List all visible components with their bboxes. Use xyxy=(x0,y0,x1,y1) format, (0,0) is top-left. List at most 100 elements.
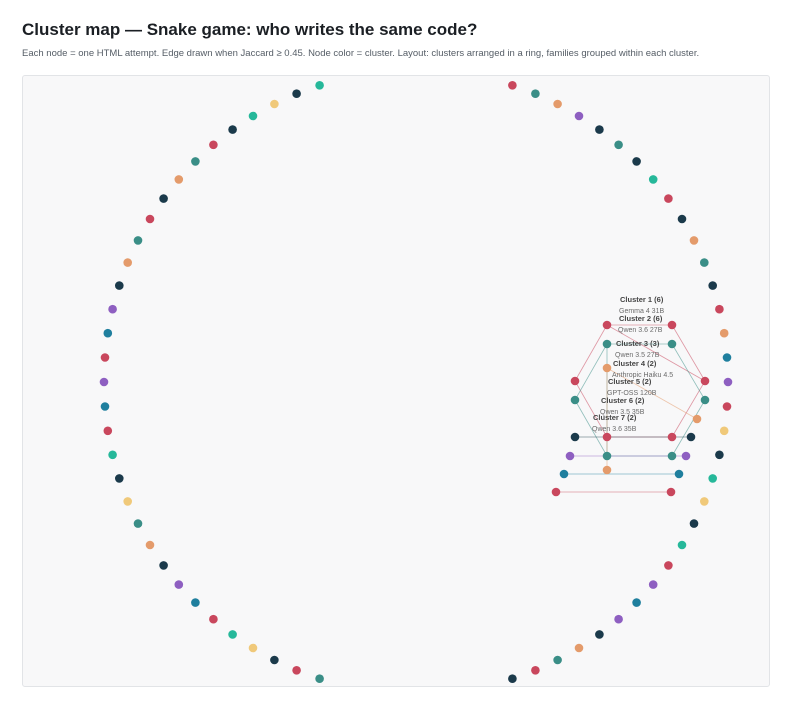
page-subtitle: Each node = one HTML attempt. Edge drawn… xyxy=(22,48,700,59)
ring-node xyxy=(715,304,724,314)
cluster-label: Cluster 1 (6) xyxy=(620,295,664,304)
ring-node xyxy=(574,111,584,121)
cluster-node xyxy=(559,469,569,479)
ring-node xyxy=(159,194,168,203)
cluster-node xyxy=(667,451,677,461)
cluster-node xyxy=(602,363,612,373)
ring-node xyxy=(315,81,324,90)
cluster-label: Cluster 4 (2) xyxy=(613,359,657,368)
cluster-edge xyxy=(671,324,706,382)
cluster-family-label: Qwen 3.5 27B xyxy=(615,352,660,359)
ring-node xyxy=(248,643,258,653)
cluster-node xyxy=(565,451,575,461)
cluster-label: Cluster 7 (2) xyxy=(593,413,637,422)
cluster-edge xyxy=(574,399,608,457)
cluster-node xyxy=(700,376,710,386)
cluster-node xyxy=(666,487,676,497)
ring-node xyxy=(708,474,717,483)
ring-node xyxy=(614,614,623,624)
ring-node xyxy=(664,561,673,570)
cluster-node xyxy=(667,339,677,349)
cluster-edge xyxy=(671,399,706,457)
cluster-node xyxy=(602,465,612,475)
cluster-node xyxy=(570,376,580,386)
ring-node xyxy=(248,111,258,121)
cluster-family-label: Qwen 3.6 27B xyxy=(618,327,663,334)
cluster-node xyxy=(602,432,612,442)
cluster-node xyxy=(602,339,612,349)
ring-node xyxy=(648,175,658,184)
ring-node xyxy=(553,655,562,665)
cluster-family-label: Qwen 3.5 35B xyxy=(600,409,645,416)
cluster-family-label: Gemma 4 31B xyxy=(619,308,664,315)
ring-node xyxy=(209,140,218,150)
ring-node xyxy=(228,125,237,134)
cluster-node xyxy=(602,451,612,461)
ring-node xyxy=(722,402,732,411)
ring-node xyxy=(100,402,110,411)
ring-node xyxy=(677,540,687,550)
ring-node xyxy=(100,353,110,362)
ring-node xyxy=(108,304,117,314)
cluster-family-label: Anthropic Haiku 4.5 xyxy=(612,372,673,379)
ring-node xyxy=(700,258,709,267)
cluster-edge xyxy=(574,343,608,401)
cluster-label: Cluster 3 (3) xyxy=(616,339,660,348)
ring-node xyxy=(648,580,658,589)
cluster-node xyxy=(570,395,580,405)
ring-node xyxy=(723,377,733,387)
ring-node xyxy=(123,497,132,506)
ring-node xyxy=(689,236,699,245)
ring-node xyxy=(595,630,604,639)
ring-node xyxy=(145,214,155,224)
ring-node xyxy=(191,598,200,607)
cluster-node xyxy=(674,469,684,479)
cluster-edge xyxy=(671,343,706,401)
ring-node xyxy=(595,125,604,134)
ring-node xyxy=(115,474,124,483)
ring-node xyxy=(632,598,641,607)
ring-node xyxy=(553,99,562,109)
ring-node xyxy=(228,630,237,639)
cluster-node xyxy=(602,320,612,330)
ring-node xyxy=(174,580,184,589)
cluster-label: Cluster 5 (2) xyxy=(608,377,652,386)
ring-node xyxy=(270,655,279,665)
cluster-node xyxy=(681,451,691,461)
cluster-node xyxy=(667,432,677,442)
cluster-family-label: GPT-OSS 120B xyxy=(607,390,657,397)
cluster-edge xyxy=(574,324,608,382)
ring-node xyxy=(108,450,117,460)
ring-node xyxy=(614,140,623,150)
ring-node xyxy=(719,426,729,436)
ring-node xyxy=(133,519,143,528)
cluster-node xyxy=(700,395,710,405)
ring-node xyxy=(689,519,699,528)
cluster-family-label: Qwen 3.6 35B xyxy=(592,426,637,433)
cluster-edge xyxy=(606,367,698,420)
cluster-node xyxy=(692,414,702,424)
ring-node xyxy=(531,666,540,675)
ring-node xyxy=(719,328,729,338)
cluster-map-panel: Cluster 1 (6) Gemma 4 31B Cluster 2 (6) Qwe… xyxy=(22,75,770,687)
cluster-node xyxy=(551,487,561,497)
ring-node xyxy=(700,497,709,506)
ring-node xyxy=(191,157,200,166)
ring-node xyxy=(708,281,717,290)
ring-node xyxy=(315,674,324,683)
ring-node xyxy=(292,89,301,98)
cluster-node xyxy=(686,432,696,442)
ring-node xyxy=(664,194,673,203)
page-title: Cluster map — Snake game: who writes the… xyxy=(22,20,478,39)
ring-node xyxy=(574,643,584,653)
ring-node xyxy=(508,81,517,90)
ring-node xyxy=(103,328,113,338)
ring-node xyxy=(677,214,687,224)
ring-node xyxy=(123,258,132,267)
ring-node xyxy=(159,561,168,570)
ring-node xyxy=(722,353,732,362)
node-layer xyxy=(551,320,710,497)
ring-node xyxy=(508,674,517,683)
